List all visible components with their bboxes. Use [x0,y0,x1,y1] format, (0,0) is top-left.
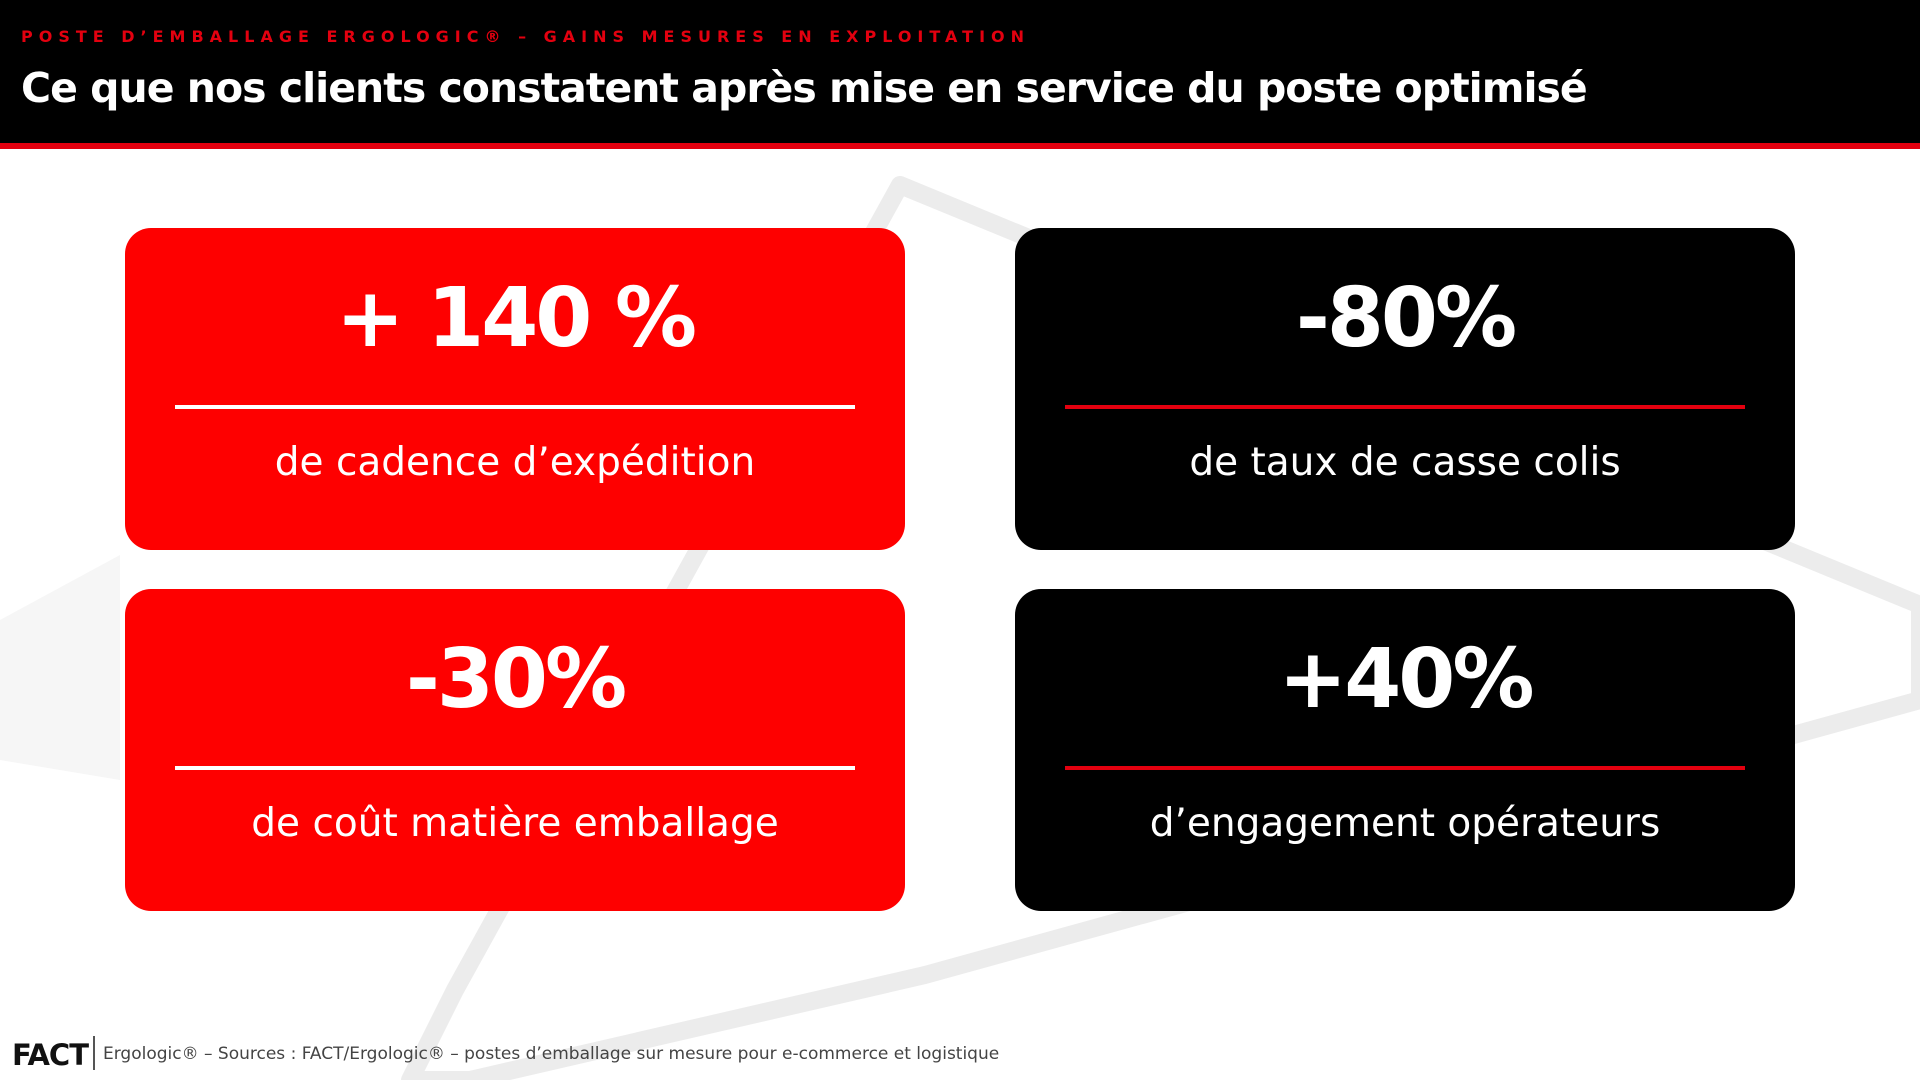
stat-label: d’engagement opérateurs [1149,801,1661,846]
header-overline: POSTE D’EMBALLAGE ERGOLOGIC® – GAINS MES… [21,27,1031,46]
stat-card-material-cost: -30% de coût matière emballage [125,589,905,911]
stat-card-shipping-rate: + 140 % de cadence d’expédition [125,228,905,550]
stat-value: -80% [1295,271,1517,366]
stat-value: + 140 % [335,271,697,366]
stat-divider [1065,405,1745,409]
stat-value: +40% [1278,632,1535,727]
stat-label: de taux de casse colis [1189,440,1621,485]
header-bar: POSTE D’EMBALLAGE ERGOLOGIC® – GAINS MES… [0,0,1920,149]
fact-logo: FACT [12,1038,89,1072]
stat-card-operator-engagement: +40% d’engagement opérateurs [1015,589,1795,911]
stat-label: de coût matière emballage [251,801,779,846]
stat-divider [175,766,855,770]
stat-label: de cadence d’expédition [274,440,756,485]
footer-separator [93,1036,95,1070]
stat-card-breakage-rate: -80% de taux de casse colis [1015,228,1795,550]
stat-divider [1065,766,1745,770]
page-title: Ce que nos clients constatent après mise… [21,64,1588,112]
stat-value: -30% [405,632,627,727]
footer-source-text: Ergologic® – Sources : FACT/Ergologic® –… [103,1044,1000,1064]
stat-divider [175,405,855,409]
